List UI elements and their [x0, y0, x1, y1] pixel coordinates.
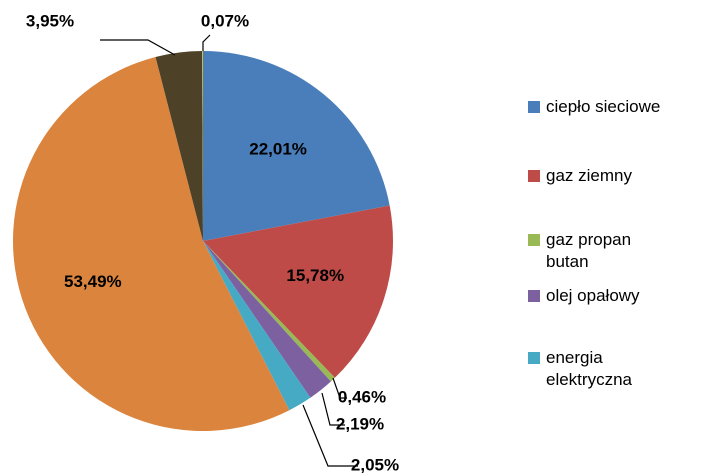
pie-slice	[203, 241, 311, 411]
leader-line	[202, 34, 211, 51]
data-label: 22,01%	[249, 140, 307, 159]
pie-slice	[203, 241, 335, 382]
pie-slice	[203, 241, 331, 398]
legend-label: ciepło sieciowe	[546, 97, 661, 116]
data-label: 0,07%	[201, 11, 249, 30]
legend-swatch	[528, 290, 540, 302]
legend-label: energia elektryczna	[546, 348, 632, 389]
leader-line	[100, 39, 176, 56]
legend-swatch	[528, 352, 540, 364]
leader-line	[302, 404, 358, 467]
data-label: 53,49%	[64, 272, 122, 291]
legend-label: gaz ziemny	[546, 166, 632, 185]
pie-slice	[203, 205, 394, 378]
data-label: 0,46%	[338, 387, 386, 406]
legend-swatch	[528, 234, 540, 246]
leader-line	[332, 377, 347, 399]
data-label: 15,78%	[286, 266, 344, 285]
legend-swatch	[528, 101, 540, 113]
leader-line	[321, 392, 345, 426]
data-label: 3,95%	[26, 11, 74, 30]
pie-slice	[13, 57, 290, 432]
pie-slice	[203, 51, 390, 241]
legend-label: gaz propan butan	[546, 230, 632, 271]
legend-item: energia elektryczna	[528, 347, 650, 391]
legend-item: ciepło sieciowe	[528, 96, 708, 118]
legend-item: olej opałowy	[528, 285, 708, 307]
data-label: 2,05%	[351, 455, 399, 474]
legend-label: olej opałowy	[546, 286, 640, 305]
legend-item: gaz propan butan	[528, 229, 650, 273]
legend-item: gaz ziemny	[528, 165, 708, 187]
data-label: 2,19%	[336, 414, 384, 433]
pie-slice	[202, 51, 203, 241]
pie-slice	[155, 51, 203, 242]
legend-swatch	[528, 170, 540, 182]
